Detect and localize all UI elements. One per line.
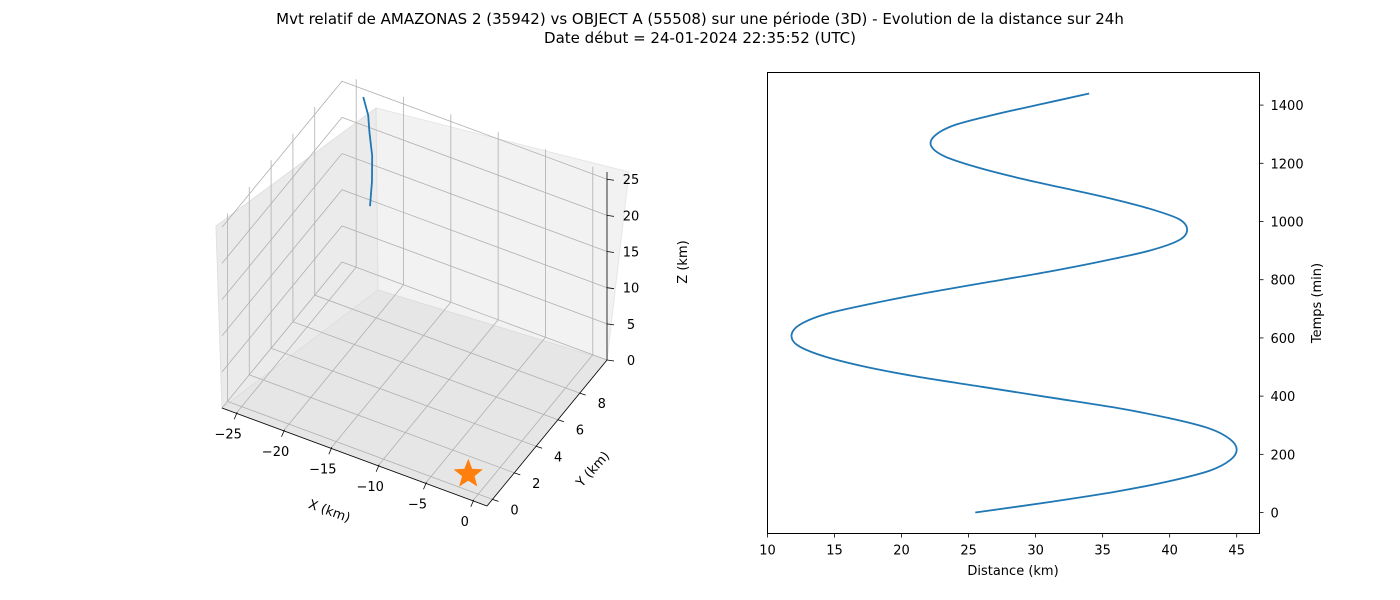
- x-tick-3d: [328, 447, 333, 455]
- y-tick-label-3d: 4: [554, 450, 562, 465]
- grid-line-z: [221, 189, 608, 336]
- star-marker: [453, 458, 483, 487]
- y-tick-3d: [579, 392, 586, 396]
- y-tick-3d: [514, 472, 521, 476]
- z-tick-3d: [606, 287, 615, 290]
- z-tick-label-3d: 0: [627, 354, 635, 369]
- x-axis-label-3d: X (km): [306, 497, 352, 526]
- grid-line-z: [221, 153, 608, 300]
- x-tick-label-3d: −10: [356, 480, 383, 495]
- y-tick-label-2d: 200: [1271, 448, 1296, 463]
- y-tick-label-2d: 1000: [1271, 216, 1304, 231]
- y-tick-label-3d: 6: [576, 424, 584, 439]
- x-tick-label-2d: 25: [960, 544, 977, 559]
- y-tick-label-2d: 1400: [1271, 99, 1304, 114]
- grid-line-z: [221, 116, 608, 264]
- y-tick-3d: [557, 419, 565, 423]
- plot3d-panes: [215, 107, 630, 507]
- z-tick-label-3d: 25: [623, 173, 640, 188]
- plot2d-series: [790, 92, 1238, 514]
- x-tick-label-3d: −15: [309, 462, 336, 477]
- y-tick-label-2d: 0: [1271, 507, 1279, 522]
- grid-line-z: [221, 225, 608, 373]
- x-tick-label-3d: 0: [461, 515, 469, 530]
- trajectory-line: [362, 96, 374, 207]
- z-axis-label-3d: Z (km): [676, 240, 691, 283]
- x-axis-label-2d: Distance (km): [967, 564, 1058, 579]
- z-tick-label-3d: 5: [627, 318, 635, 333]
- axis-line-3d: [221, 407, 488, 507]
- x-tick-label-3d: −20: [262, 445, 289, 460]
- title-line-1: Mvt relatif de AMAZONAS 2 (35942) vs OBJ…: [276, 10, 1124, 28]
- y-tick-label-3d: 2: [532, 477, 540, 492]
- z-tick-label-3d: 10: [623, 282, 640, 297]
- y-tick-label-2d: 600: [1271, 332, 1296, 347]
- x-tick-3d: [375, 464, 380, 472]
- y-tick-label-3d: 0: [510, 503, 518, 518]
- x-tick-label-2d: 35: [1094, 544, 1111, 559]
- x-tick-3d: [233, 412, 238, 420]
- z-tick-3d: [606, 251, 615, 253]
- y-tick-label-2d: 400: [1271, 390, 1296, 405]
- figure-title: Mvt relatif de AMAZONAS 2 (35942) vs OBJ…: [0, 10, 1400, 48]
- plot3d-grid: [221, 79, 608, 502]
- plot2d-frame: [767, 72, 1260, 534]
- x-tick-label-3d: −5: [408, 497, 427, 512]
- z-tick-label-3d: 20: [623, 209, 640, 224]
- plot3d-series: [362, 96, 483, 487]
- x-tick-label-2d: 30: [1027, 544, 1044, 559]
- axis-line-3d: [486, 359, 608, 507]
- grid-line-z: [221, 80, 608, 228]
- x-tick-label-2d: 45: [1228, 544, 1245, 559]
- x-tick-3d: [470, 499, 475, 507]
- y-axis-label-3d: Y (km): [573, 449, 613, 491]
- grid-line-z: [221, 261, 608, 409]
- y-axis-label-2d: Temps (min): [1310, 263, 1325, 344]
- x-tick-label-3d: −25: [214, 427, 241, 442]
- y-tick-label-2d: 1200: [1271, 157, 1304, 172]
- y-tick-3d: [535, 445, 543, 449]
- x-tick-3d: [423, 482, 427, 490]
- z-tick-3d: [606, 214, 615, 217]
- plot2d: 10 15 20 25 30 35 40 45 0 200 400 600 800 1000 1200 140…: [759, 72, 1325, 579]
- z-tick-label-3d: 15: [623, 246, 640, 261]
- x-tick-3d: [281, 429, 285, 437]
- x-tick-label-2d: 20: [893, 544, 910, 559]
- distance-line: [790, 92, 1238, 514]
- x-tick-label-2d: 15: [826, 544, 843, 559]
- title-line-2: Date début = 24-01-2024 22:35:52 (UTC): [544, 29, 856, 47]
- plot2d-ticks: 10 15 20 25 30 35 40 45 0 200 400 600 800 1000 1200 140…: [759, 99, 1303, 558]
- y-tick-label-2d: 800: [1271, 274, 1296, 289]
- y-tick-3d: [492, 498, 499, 502]
- x-tick-label-2d: 10: [759, 544, 776, 559]
- z-tick-3d: [606, 359, 615, 362]
- x-tick-label-2d: 40: [1161, 544, 1178, 559]
- y-tick-label-3d: 8: [598, 397, 606, 412]
- z-tick-3d: [606, 178, 615, 181]
- z-tick-3d: [606, 323, 615, 326]
